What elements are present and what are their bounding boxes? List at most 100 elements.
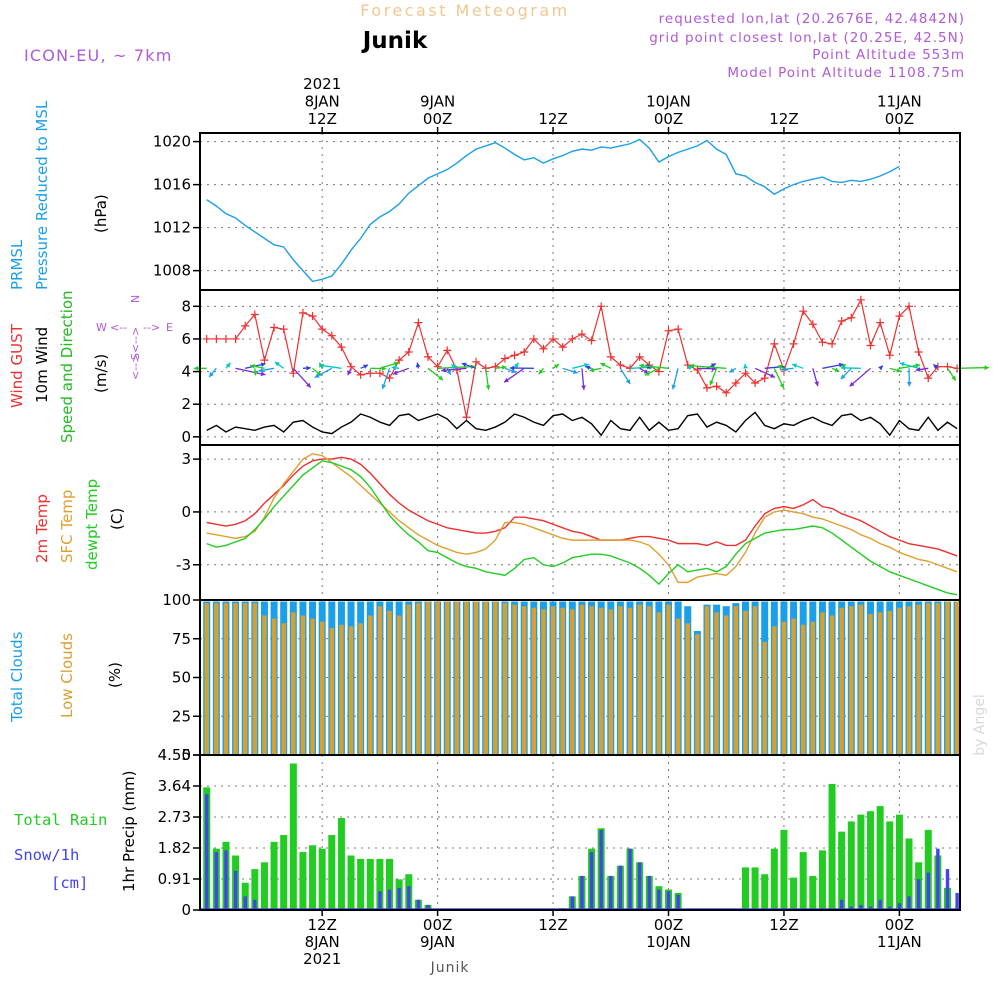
low-cloud-bar: [772, 626, 777, 755]
gust-point: [731, 379, 740, 387]
low-cloud-bar: [849, 606, 854, 755]
snow-bar: [224, 850, 228, 910]
wind-arrow-head: [769, 373, 775, 378]
wind-ytick-label: 8: [181, 297, 191, 315]
wind-arrow-head: [250, 363, 255, 369]
wind-arrow-head: [381, 384, 387, 389]
gust-point: [837, 317, 846, 325]
pressure-ytick-label: 1020: [153, 133, 191, 151]
wind-arrow-head: [781, 366, 787, 372]
bottom-tick-label: 9JAN: [420, 933, 455, 951]
rain-bar: [770, 848, 778, 910]
bottom-tick-label: 11JAN: [877, 933, 922, 951]
rain-bar: [357, 858, 365, 910]
low-cloud-bar: [695, 634, 700, 755]
gust-point: [356, 370, 365, 379]
precip-ytick-label: 0.91: [158, 870, 191, 888]
gust-point: [558, 343, 567, 352]
low-cloud-bar: [666, 604, 671, 755]
low-cloud-bar: [454, 601, 460, 755]
temp-panel: -3 0 3: [176, 445, 960, 600]
snow-bar: [666, 891, 671, 910]
clouds-ytick-label: 50: [172, 669, 191, 687]
gust-point: [491, 362, 500, 371]
pressure-ytick-label: 1008: [153, 262, 191, 280]
gust-point: [577, 330, 586, 339]
low-cloud-bar: [810, 621, 816, 755]
rain-bar: [751, 867, 759, 910]
wind-ytick-label: 2: [181, 395, 191, 413]
wind-arrow-head: [306, 365, 311, 371]
snow-bar: [628, 848, 632, 910]
snow-bar: [859, 904, 863, 910]
rain-bar: [270, 841, 278, 910]
gust-point: [260, 356, 269, 365]
temp-label-1: 2m Temp: [33, 494, 51, 563]
low-cloud-bar: [926, 603, 931, 755]
wind-arrow-head: [600, 362, 606, 368]
snow-bar: [657, 889, 661, 910]
prmsl-line: [206, 138, 900, 283]
low-cloud-bar: [560, 607, 565, 755]
pressure-label-1: PRMSL: [8, 239, 26, 290]
clouds-panel-labels: Total Clouds Low Clouds (%): [8, 631, 124, 723]
snow-bar: [570, 896, 575, 910]
snow-bar: [647, 875, 651, 910]
wind-label-2: 10m Wind: [33, 327, 51, 403]
precip-ytick-label: 1.82: [158, 839, 191, 857]
rain-bar: [741, 867, 749, 910]
precip-ytick-label: 3.64: [158, 777, 191, 795]
watermark: by Angel: [972, 694, 988, 755]
dewpt-temp-line: [206, 460, 958, 596]
snow-bar: [609, 875, 613, 910]
wind-arrow-head: [840, 365, 846, 371]
precip-frame: [199, 754, 961, 911]
rain-bar: [251, 869, 259, 910]
wind-arrow-head: [363, 364, 369, 369]
top-tick-label: 10JAN: [646, 93, 691, 111]
wind-arrow-head: [260, 362, 266, 368]
gust-point: [529, 334, 538, 343]
precip-ytick-label: 2.73: [158, 808, 191, 826]
rain-bar: [847, 821, 855, 910]
snow-bar: [378, 891, 382, 910]
snow-label: Snow/1h: [14, 846, 79, 864]
pressure-panel-labels: PRMSL Pressure Reduced to MSL (hPa): [8, 100, 110, 290]
snow-bar: [945, 869, 950, 910]
wind-arrow-head: [513, 362, 519, 368]
low-cloud-bar: [291, 612, 296, 755]
wind-arrow-head: [252, 370, 258, 376]
gust-point: [318, 325, 327, 334]
gust-point: [741, 369, 750, 378]
gust-point: [616, 361, 625, 370]
wind-arrow-head: [933, 364, 939, 370]
low-cloud-bar: [820, 612, 825, 755]
low-cloud-bar: [656, 612, 662, 755]
snow-bar: [878, 899, 882, 910]
wind-ytick-label: 6: [181, 330, 191, 348]
bottom-tick-label: 00Z: [423, 916, 452, 934]
low-cloud-bar: [271, 618, 277, 755]
wind-arrow-head: [501, 365, 507, 370]
rain-bar: [289, 763, 297, 910]
pressure-panel: 1008 1012 1016 1020: [153, 133, 960, 290]
pressure-ytick-label: 1012: [153, 219, 191, 237]
low-cloud-bar: [704, 606, 710, 755]
wind-arrow-head: [274, 361, 280, 367]
wind-arrow-head: [393, 361, 399, 367]
low-cloud-bar: [339, 624, 344, 755]
gust-point: [856, 295, 865, 304]
low-cloud-bar: [579, 604, 585, 755]
temp-ytick-label: 0: [181, 503, 191, 521]
low-cloud-bar: [945, 601, 950, 755]
pressure-frame: [199, 132, 961, 291]
gust-point: [375, 369, 384, 378]
gust-point: [472, 357, 481, 366]
low-cloud-bar: [493, 601, 498, 755]
top-tick-label: 00Z: [885, 110, 914, 128]
gust-point: [876, 318, 885, 327]
gust-point: [597, 302, 606, 311]
gust-point: [202, 334, 211, 343]
gust-point: [500, 354, 509, 363]
